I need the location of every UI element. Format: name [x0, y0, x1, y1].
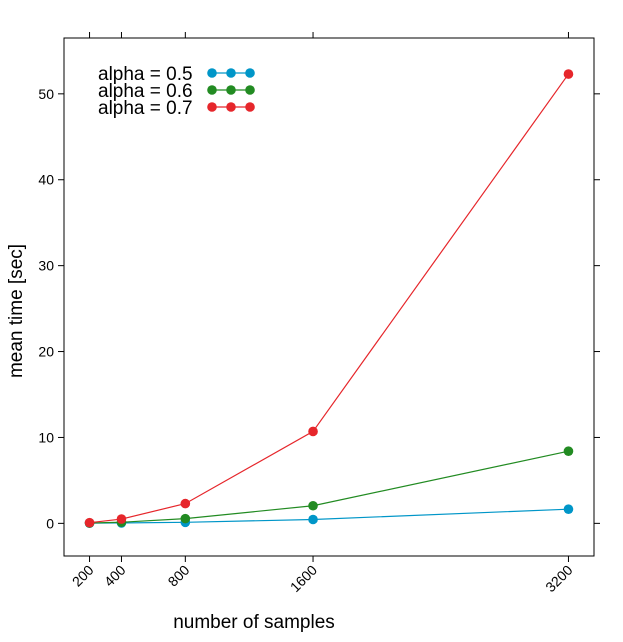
- y-tick-label: 0: [46, 515, 54, 531]
- legend-swatch-point: [226, 85, 236, 95]
- plot-frame: [63, 37, 595, 557]
- data-point: [308, 514, 318, 525]
- x-tick-label: 3200: [542, 562, 575, 595]
- data-point: [308, 426, 318, 437]
- data-point: [563, 446, 574, 456]
- legend-swatch-point: [245, 85, 255, 95]
- x-tick-label: 200: [69, 562, 97, 590]
- y-axis-title: mean time [sec]: [6, 244, 27, 378]
- y-tick-label: 20: [38, 344, 54, 360]
- series-group: [84, 69, 574, 528]
- legend-swatch-point: [207, 85, 217, 95]
- legend-label: alpha = 0.6: [98, 81, 193, 102]
- x-axis-title: number of samples: [173, 612, 335, 633]
- series-line: [89, 73, 569, 524]
- y-tick-label: 30: [38, 258, 54, 274]
- data-point: [563, 504, 574, 514]
- data-point: [563, 69, 574, 79]
- series-line: [89, 508, 569, 524]
- y-tick-label: 40: [38, 172, 54, 188]
- data-point: [180, 513, 191, 524]
- x-tick-label: 800: [165, 562, 193, 590]
- legend-swatch-point: [226, 102, 236, 112]
- legend-label: alpha = 0.7: [98, 98, 193, 119]
- data-point: [180, 498, 191, 509]
- legend-swatch-point: [207, 68, 217, 78]
- y-tick-label: 10: [38, 429, 54, 445]
- data-point: [116, 514, 127, 524]
- legend-label: alpha = 0.5: [98, 64, 193, 85]
- data-point: [308, 500, 318, 511]
- legend-swatch-point: [245, 102, 255, 112]
- legend-swatch-point: [226, 68, 236, 78]
- legend-swatch-point: [207, 102, 217, 112]
- y-tick-label: 50: [38, 86, 54, 102]
- legend-swatch-point: [245, 68, 255, 78]
- x-tick-label: 1600: [287, 562, 320, 595]
- data-point: [84, 517, 95, 528]
- x-tick-label: 400: [101, 562, 129, 590]
